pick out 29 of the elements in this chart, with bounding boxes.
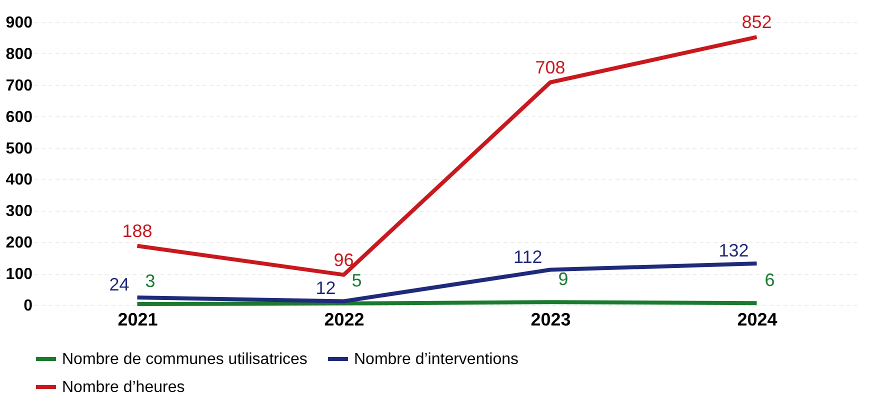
data-label: 852 xyxy=(742,12,772,32)
y-tick-label: 800 xyxy=(6,46,33,63)
y-tick-label: 900 xyxy=(6,14,33,32)
y-tick-label: 400 xyxy=(6,172,33,189)
x-tick-label: 2024 xyxy=(737,310,778,330)
legend-label: Nombre d’interventions xyxy=(354,351,519,368)
y-tick-label: 0 xyxy=(24,298,33,314)
data-label: 9 xyxy=(558,269,568,290)
data-label: 112 xyxy=(514,246,542,267)
data-label: 708 xyxy=(535,57,566,78)
legend-label: Nombre de communes utilisatrices xyxy=(62,351,308,368)
data-label: 6 xyxy=(764,270,775,290)
data-label: 132 xyxy=(718,240,749,260)
x-tick-label: 2022 xyxy=(324,310,364,330)
data-label: 96 xyxy=(334,250,354,270)
y-tick-label: 500 xyxy=(6,140,33,158)
data-label: 188 xyxy=(122,220,152,241)
x-tick-label: 2023 xyxy=(530,310,571,330)
data-label: 3 xyxy=(145,271,156,292)
y-tick-label: 700 xyxy=(6,77,33,94)
legend-label: Nombre d’heures xyxy=(62,379,185,396)
data-label: 12 xyxy=(316,278,336,298)
y-tick-label: 300 xyxy=(6,203,33,220)
x-tick-label: 2021 xyxy=(118,310,158,330)
y-tick-label: 100 xyxy=(6,266,33,284)
y-tick-label: 200 xyxy=(6,234,33,252)
data-label: 5 xyxy=(352,270,362,290)
y-tick-label: 600 xyxy=(6,108,33,126)
data-label: 24 xyxy=(109,274,130,294)
